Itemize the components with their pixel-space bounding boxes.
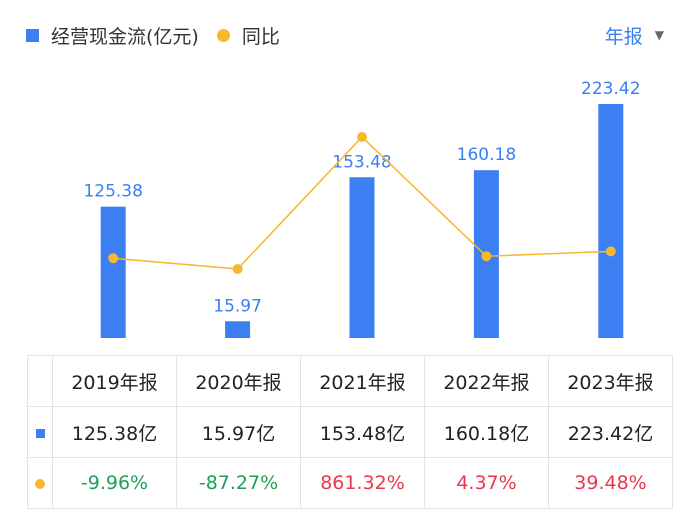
table-header-cell: 2022年报	[424, 355, 549, 407]
bar-2021年报	[349, 177, 375, 338]
bar-value-label: 160.18	[457, 145, 516, 165]
table-cell: 15.97亿	[176, 406, 301, 458]
yoy-point	[605, 246, 616, 257]
legend-label-cashflow: 经营现金流(亿元)	[51, 25, 199, 48]
table-cell: -9.96%	[52, 457, 177, 509]
table-cell: 4.37%	[424, 457, 549, 509]
table-cell: -87.27%	[176, 457, 301, 509]
table-cell: 125.38亿	[52, 406, 177, 458]
bar-2023年报	[598, 104, 624, 338]
bar-2019年报	[100, 206, 126, 338]
chart-legend: 经营现金流(亿元) 同比	[26, 20, 298, 50]
bar-swatch-icon	[26, 28, 39, 42]
bar-value-label: 153.48	[332, 152, 391, 172]
table-row-yoy: -9.96% -87.27% 861.32% 4.37% 39.48%	[27, 457, 673, 509]
bar-2020年报	[225, 321, 251, 338]
legend-item-yoy[interactable]: 同比	[216, 22, 280, 49]
table-header-cell: 2020年报	[176, 355, 301, 407]
bar-value-label: 125.38	[83, 182, 142, 202]
table-row-cashflow: 125.38亿 15.97亿 153.48亿 160.18亿 223.42亿	[27, 406, 673, 458]
data-table: 2019年报 2020年报 2021年报 2022年报 2023年报 125.3…	[27, 355, 673, 509]
table-header-cell: 2023年报	[548, 355, 673, 407]
bar-marker-icon	[35, 429, 45, 438]
table-corner-cell	[27, 355, 53, 407]
period-selector[interactable]: 年报 ▼	[605, 20, 664, 50]
yoy-point	[481, 251, 492, 262]
dot-marker-icon	[35, 479, 45, 489]
dot-swatch-icon	[216, 28, 230, 42]
yoy-point	[232, 264, 243, 274]
table-header-cell: 2019年报	[52, 355, 177, 407]
table-header-cell: 2021年报	[300, 355, 425, 407]
chevron-down-icon: ▼	[654, 28, 664, 42]
yoy-point	[357, 132, 367, 142]
table-cell: 861.32%	[300, 457, 425, 509]
table-cell: 153.48亿	[300, 406, 425, 458]
legend-item-cashflow[interactable]: 经营现金流(亿元)	[26, 22, 199, 49]
yoy-point	[108, 253, 119, 264]
row-marker-cell	[27, 457, 53, 509]
cashflow-chart: 125.38 15.97 153.48 160.18 223.42	[83, 79, 641, 338]
legend-label-yoy: 同比	[241, 25, 280, 48]
row-marker-cell	[27, 406, 53, 458]
table-cell: 223.42亿	[548, 406, 673, 458]
table-header-row: 2019年报 2020年报 2021年报 2022年报 2023年报	[27, 355, 673, 407]
table-cell: 160.18亿	[424, 406, 549, 458]
period-selector-label: 年报	[604, 25, 643, 48]
bar-value-label: 223.42	[581, 79, 640, 99]
table-cell: 39.48%	[548, 457, 673, 509]
bar-value-label: 15.97	[213, 296, 262, 316]
